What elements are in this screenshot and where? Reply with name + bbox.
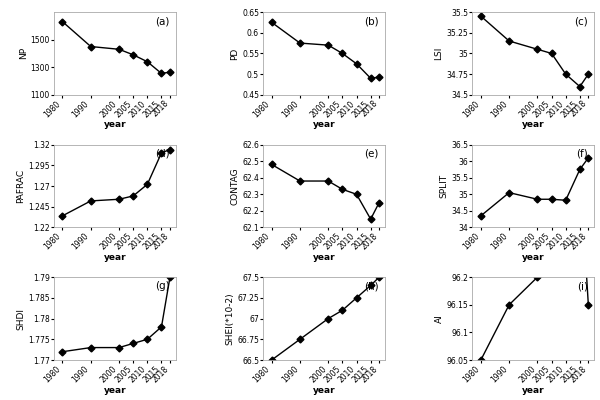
Text: (b): (b) (364, 16, 379, 26)
Y-axis label: CONTAG: CONTAG (230, 167, 239, 205)
X-axis label: year: year (103, 120, 126, 130)
X-axis label: year: year (103, 253, 126, 262)
X-axis label: year: year (313, 253, 335, 262)
Y-axis label: LSI: LSI (434, 47, 443, 60)
Y-axis label: SPLIT: SPLIT (439, 174, 448, 198)
Y-axis label: SHEI(*10-2): SHEI(*10-2) (226, 292, 235, 345)
Text: (a): (a) (155, 16, 170, 26)
Y-axis label: AI: AI (434, 314, 443, 323)
Y-axis label: PD: PD (230, 47, 239, 60)
Text: (i): (i) (577, 281, 588, 291)
X-axis label: year: year (522, 386, 545, 395)
Text: (e): (e) (364, 149, 379, 159)
Y-axis label: PAFRAC: PAFRAC (16, 169, 25, 203)
X-axis label: year: year (313, 120, 335, 130)
Y-axis label: NP: NP (19, 47, 28, 60)
Text: (d): (d) (155, 149, 170, 159)
Text: (g): (g) (155, 281, 170, 291)
Y-axis label: SHDI: SHDI (16, 308, 25, 330)
X-axis label: year: year (522, 253, 545, 262)
X-axis label: year: year (103, 386, 126, 395)
Text: (c): (c) (574, 16, 588, 26)
X-axis label: year: year (313, 386, 335, 395)
X-axis label: year: year (522, 120, 545, 130)
Text: (f): (f) (576, 149, 588, 159)
Text: (h): (h) (364, 281, 379, 291)
